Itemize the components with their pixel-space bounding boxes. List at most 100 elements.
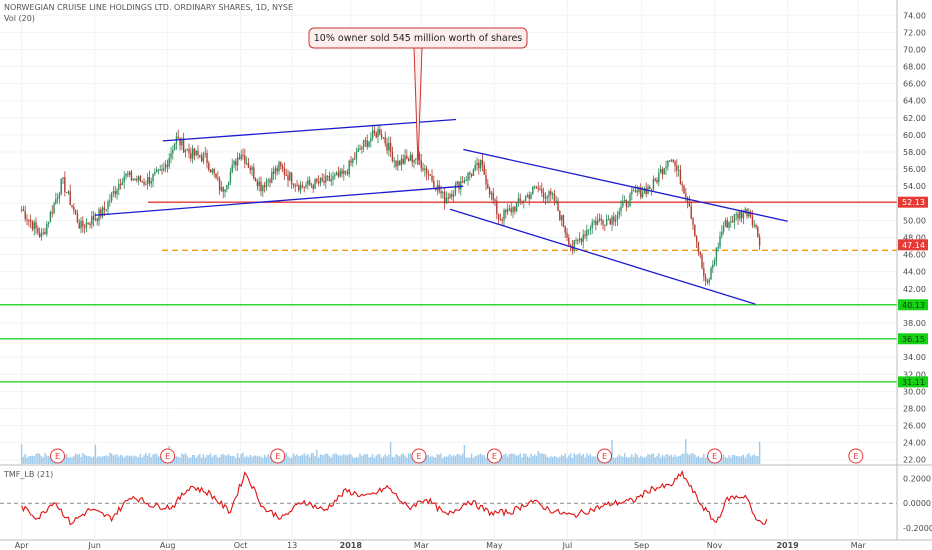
candle-body [465,180,467,182]
annotation-callout[interactable]: 10% owner sold 545 million worth of shar… [308,27,528,165]
candle-body [730,221,732,223]
price-tick-label: 62.00 [903,114,926,123]
volume-bar [308,457,311,464]
candle-body [685,193,687,198]
volume-bar [366,454,368,464]
time-tick-label: Jul [562,541,573,550]
candle-body [53,203,55,214]
candle-body [204,153,206,155]
candle-body [107,201,109,210]
volume-bar [107,456,109,464]
candle-body [285,174,287,176]
volume-bar [661,454,664,464]
candle-body [247,163,250,168]
candle-body [238,157,241,160]
volume-bar [292,453,295,464]
volume-bar [355,457,358,464]
volume-bar [697,455,700,464]
candle-body [537,187,539,189]
volume-bar [265,456,268,464]
volume-bar [544,454,547,464]
price-badge-support-1 [898,299,928,311]
candle-body [512,207,514,213]
volume-bar [155,453,158,464]
volume-label: Vol (20) [4,14,35,23]
candle-body [659,169,662,173]
price-tick-label: 50.00 [903,216,926,225]
volume-bar [78,454,80,464]
volume-bar [397,455,399,464]
price-tick-label: 28.00 [903,404,926,413]
volume-bar [622,456,624,464]
candle-body [92,216,95,220]
volume-bar [91,457,93,464]
volume-bar [184,453,187,464]
volume-bar [618,454,620,464]
volume-bar [316,449,318,464]
volume-bar [487,456,489,464]
candle-body [325,175,327,183]
volume-bar [701,457,703,464]
volume-bar [388,454,390,464]
candle-body [757,226,759,237]
volume-bar [436,453,439,464]
volume-bar [321,455,323,464]
candle-body [193,148,196,156]
candle-body [82,220,84,227]
candle-body [344,170,347,173]
candle-body [388,142,390,151]
volume-bar [303,453,305,464]
volume-bar [339,455,341,464]
volume-bar [510,453,512,464]
candle-body [69,191,71,206]
candle-body [627,206,629,208]
candle-body [688,201,691,207]
volume-bar [703,453,705,464]
volume-bar [548,457,550,464]
candle-body [280,162,282,167]
volume-bar [35,453,37,464]
candle-body [191,148,194,159]
volume-bar [319,454,322,464]
candle-body [557,200,559,211]
candle-body [371,130,374,139]
candle-body [593,220,595,223]
candle-body [386,143,388,151]
candle-body [163,168,165,170]
price-tick-label: 56.00 [903,165,926,174]
price-badge-label-resistance: 52.13 [902,198,925,207]
volume-bar [569,453,572,464]
volume-bar [373,457,376,464]
volume-bar [47,456,50,464]
volume-bar [98,456,100,464]
candle-body [652,178,655,189]
volume-bar [44,453,46,464]
candle-body [181,139,183,146]
volume-bar [128,456,131,464]
candle-body [213,169,215,174]
candle-body [469,172,471,175]
volume-bar [686,453,689,464]
volume-bar [575,454,577,464]
volume-bar [191,454,194,464]
volume-bar [20,444,23,464]
candle-body [301,184,304,187]
volume-bar [485,457,487,464]
candle-body [758,236,761,246]
candle-body [58,194,61,198]
volume-bar [649,454,651,464]
candle-body [667,161,669,167]
price-tick-label: 54.00 [903,182,926,191]
earnings-marker-label: E [55,452,60,461]
volume-bar [483,455,485,464]
volume-bar [379,454,381,464]
volume-bar [447,455,449,464]
candle-body [361,147,363,150]
volume-bar [190,457,192,464]
volume-bar [289,457,291,464]
candle-body [596,220,599,225]
volume-bar [524,453,527,464]
candle-body [121,182,124,185]
volume-bar [130,455,133,464]
volume-bar [290,457,293,464]
